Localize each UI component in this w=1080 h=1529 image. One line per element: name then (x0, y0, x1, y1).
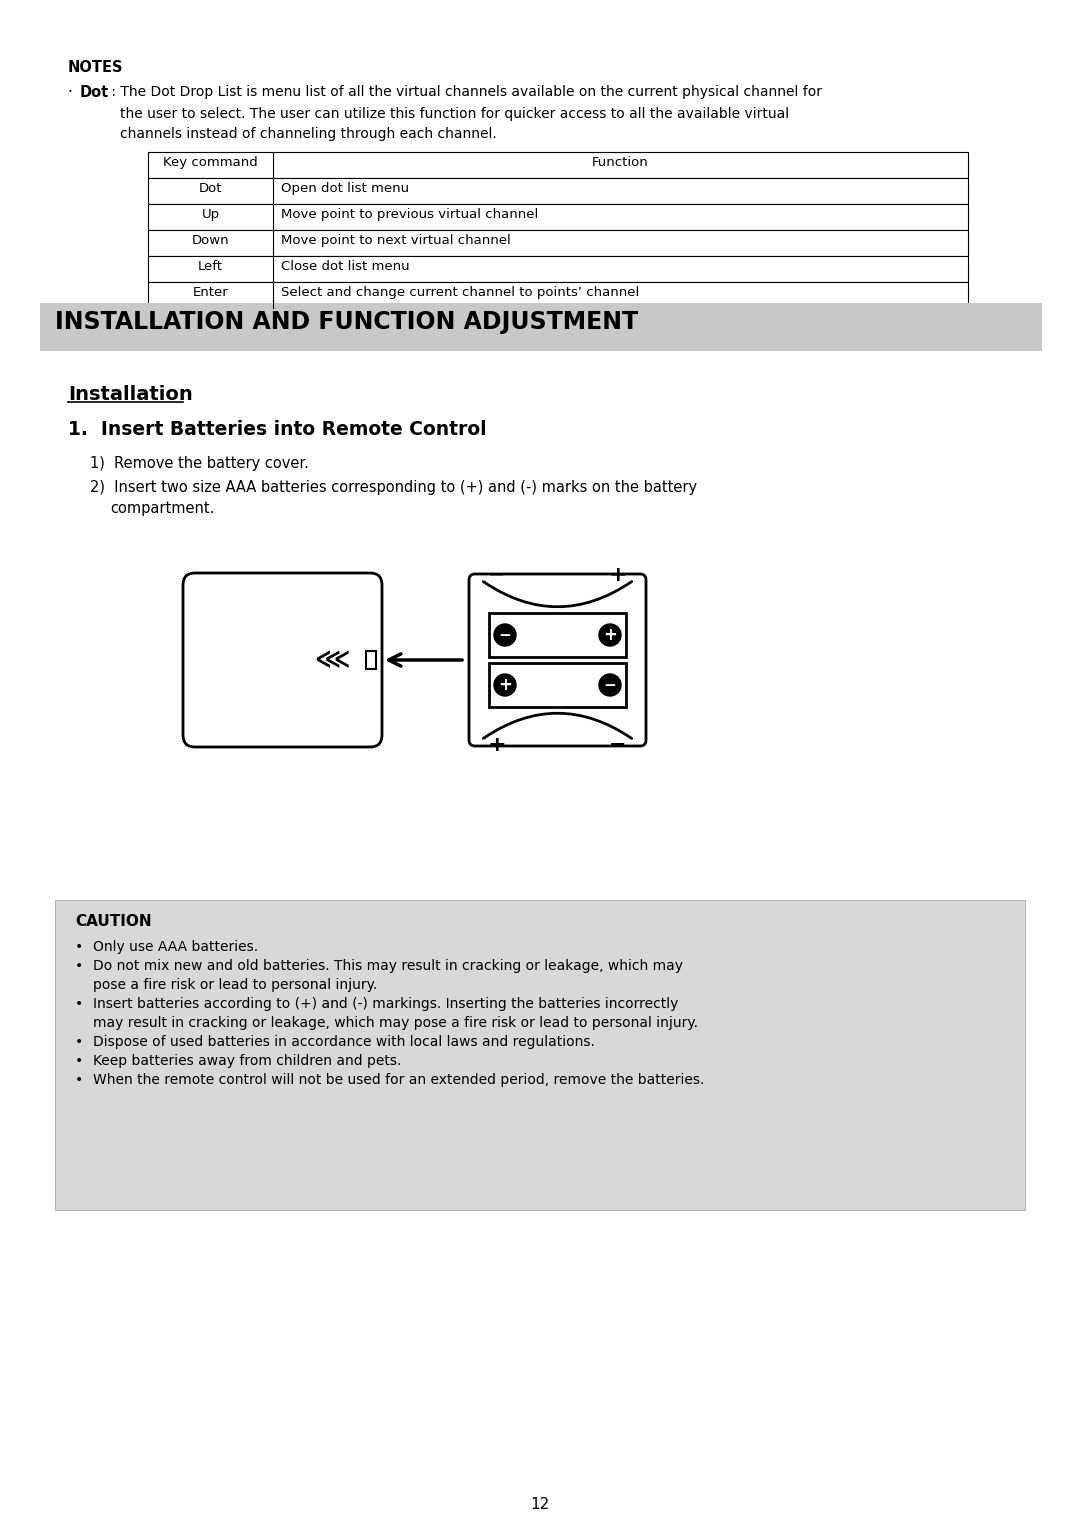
Bar (40, 303, 1042, 352)
Text: Insert batteries according to (+) and (-) markings. Inserting the batteries inco: Insert batteries according to (+) and (-… (93, 997, 678, 1011)
Text: 2)  Insert two size AAA batteries corresponding to (+) and (-) marks on the batt: 2) Insert two size AAA batteries corresp… (90, 480, 697, 495)
Text: Up: Up (202, 208, 219, 222)
Text: may result in cracking or leakage, which may pose a fire risk or lead to persona: may result in cracking or leakage, which… (93, 1015, 698, 1031)
Bar (148, 177, 968, 203)
Text: Dot: Dot (199, 182, 222, 196)
Circle shape (494, 674, 516, 696)
Bar (148, 203, 968, 229)
Text: •: • (75, 997, 83, 1011)
Text: : The Dot Drop List is menu list of all the virtual channels available on the cu: : The Dot Drop List is menu list of all … (107, 86, 822, 99)
Text: −: − (609, 735, 626, 755)
Text: Dot: Dot (80, 86, 109, 99)
Circle shape (494, 624, 516, 645)
Bar (489, 613, 626, 657)
Text: +: + (609, 566, 627, 586)
Text: Key command: Key command (163, 156, 258, 170)
Text: •: • (75, 1035, 83, 1049)
Text: CAUTION: CAUTION (75, 914, 151, 930)
Text: +: + (498, 676, 512, 694)
Circle shape (599, 624, 621, 645)
Text: Close dot list menu: Close dot list menu (281, 260, 409, 274)
Text: Enter: Enter (192, 286, 228, 300)
Text: Installation: Installation (68, 385, 192, 404)
Bar (55, 901, 1025, 1209)
Text: +: + (603, 625, 617, 644)
Text: 1.  Insert Batteries into Remote Control: 1. Insert Batteries into Remote Control (68, 420, 487, 439)
FancyBboxPatch shape (469, 573, 646, 746)
Text: channels instead of channeling through each channel.: channels instead of channeling through e… (120, 127, 497, 141)
Text: When the remote control will not be used for an extended period, remove the batt: When the remote control will not be used… (93, 1073, 704, 1087)
Text: Open dot list menu: Open dot list menu (281, 182, 409, 196)
Text: pose a fire risk or lead to personal injury.: pose a fire risk or lead to personal inj… (93, 979, 377, 992)
Text: Select and change current channel to points’ channel: Select and change current channel to poi… (281, 286, 639, 300)
Text: +: + (488, 735, 507, 755)
Text: NOTES: NOTES (68, 60, 123, 75)
Text: Function: Function (592, 156, 649, 170)
Text: Only use AAA batteries.: Only use AAA batteries. (93, 940, 258, 954)
Text: −: − (604, 677, 617, 693)
Text: •: • (75, 959, 83, 972)
Text: compartment.: compartment. (110, 502, 214, 515)
Bar (366, 651, 376, 670)
Text: Left: Left (198, 260, 222, 274)
Bar (489, 664, 626, 706)
Text: Down: Down (191, 234, 229, 248)
Text: Move point to previous virtual channel: Move point to previous virtual channel (281, 208, 538, 222)
FancyBboxPatch shape (183, 573, 382, 748)
Bar (148, 281, 968, 307)
Text: Dispose of used batteries in accordance with local laws and regulations.: Dispose of used batteries in accordance … (93, 1035, 595, 1049)
Text: 12: 12 (530, 1497, 550, 1512)
Bar (148, 255, 968, 281)
Text: •: • (75, 1053, 83, 1067)
Text: INSTALLATION AND FUNCTION ADJUSTMENT: INSTALLATION AND FUNCTION ADJUSTMENT (55, 310, 638, 333)
Text: the user to select. The user can utilize this function for quicker access to all: the user to select. The user can utilize… (120, 107, 789, 121)
Text: 1)  Remove the battery cover.: 1) Remove the battery cover. (90, 456, 309, 471)
Text: −: − (488, 566, 505, 586)
Text: Do not mix new and old batteries. This may result in cracking or leakage, which : Do not mix new and old batteries. This m… (93, 959, 683, 972)
Bar (148, 229, 968, 255)
Text: •: • (75, 940, 83, 954)
Text: Keep batteries away from children and pets.: Keep batteries away from children and pe… (93, 1053, 402, 1067)
Text: ⋘: ⋘ (314, 648, 350, 673)
Text: •: • (75, 1073, 83, 1087)
Bar (148, 151, 968, 177)
Text: −: − (499, 627, 511, 642)
Circle shape (599, 674, 621, 696)
Text: Move point to next virtual channel: Move point to next virtual channel (281, 234, 511, 248)
Text: ·: · (68, 86, 78, 99)
